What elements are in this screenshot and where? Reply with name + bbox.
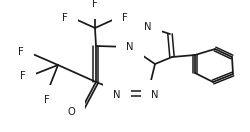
Text: N: N — [150, 90, 158, 100]
Text: F: F — [18, 47, 24, 57]
Text: F: F — [62, 13, 68, 23]
Text: N: N — [113, 90, 120, 100]
Text: N: N — [126, 42, 133, 52]
Text: O: O — [67, 107, 75, 117]
Text: F: F — [122, 13, 127, 23]
Text: F: F — [92, 0, 98, 9]
Text: N: N — [144, 22, 151, 32]
Text: F: F — [44, 95, 50, 105]
Text: F: F — [20, 71, 26, 81]
